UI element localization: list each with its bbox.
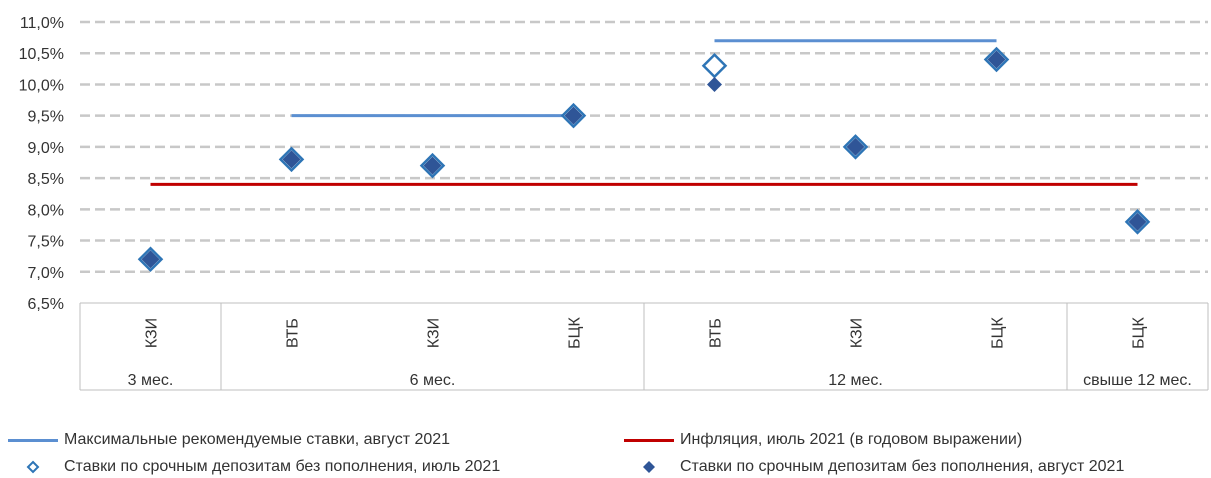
legend-item-july: Ставки по срочным депозитам без пополнен…	[8, 458, 500, 476]
legend-label-august: Ставки по срочным депозитам без пополнен…	[680, 458, 1125, 475]
category-label: КЗИ	[144, 318, 161, 348]
y-tick-label: 7,0%	[28, 265, 64, 282]
august-rate-marker	[564, 106, 583, 125]
group-label: 12 мес.	[828, 372, 883, 389]
deposit-rates-chart: 11,0% 10,5% 10,0% 9,5% 9,0% 8,5% 8,0% 7,5% 7,0% 6…	[19, 15, 1209, 391]
legend-label-max-rates: Максимальные рекомендуемые ставки, авгус…	[64, 431, 451, 448]
legend-item-max-rates: Максимальные рекомендуемые ставки, авгус…	[8, 431, 450, 449]
august-rate-marker	[141, 250, 160, 269]
y-tick-label: 10,0%	[19, 77, 64, 94]
legend-item-august: Ставки по срочным депозитам без пополнен…	[624, 458, 1124, 476]
y-tick-label: 11,0%	[20, 15, 64, 32]
august-rate-marker	[282, 150, 301, 169]
august-rate-marker	[846, 137, 865, 156]
y-tick-label: 10,5%	[19, 46, 64, 63]
legend-item-inflation: Инфляция, июль 2021 (в годовом выражении…	[624, 431, 1022, 449]
category-label: КЗИ	[849, 318, 866, 348]
open-diamond-icon	[8, 460, 58, 474]
category-label: ВТБ	[708, 318, 725, 348]
y-tick-label: 7,5%	[28, 234, 64, 251]
y-tick-label: 6,5%	[28, 296, 64, 313]
legend-label-july: Ставки по срочным депозитам без пополнен…	[64, 458, 501, 475]
group-label: свыше 12 мес.	[1083, 372, 1192, 389]
legend-line-blue	[8, 438, 58, 442]
august-rate-marker	[423, 156, 442, 175]
august-rate-marker	[987, 50, 1006, 69]
y-tick-label: 8,5%	[28, 171, 64, 188]
filled-diamond-icon	[624, 460, 674, 474]
group-label: 6 мес.	[410, 372, 456, 389]
august-rate-marker	[1128, 212, 1147, 231]
category-label: БЦК	[1131, 316, 1148, 348]
legend-line-red	[624, 438, 674, 442]
category-label: БЦК	[567, 316, 584, 348]
y-tick-label: 9,0%	[28, 140, 64, 157]
legend-label-inflation: Инфляция, июль 2021 (в годовом выражении…	[680, 431, 1023, 448]
group-label: 3 мес.	[128, 372, 174, 389]
legend: Максимальные рекомендуемые ставки, авгус…	[0, 425, 1211, 478]
y-tick-label: 8,0%	[28, 202, 64, 219]
category-label: ВТБ	[285, 318, 302, 348]
category-label: КЗИ	[426, 318, 443, 348]
july-rate-marker	[701, 52, 728, 79]
category-label: БЦК	[990, 316, 1007, 348]
y-tick-label: 9,5%	[28, 109, 64, 126]
august-rate-marker	[707, 76, 722, 92]
